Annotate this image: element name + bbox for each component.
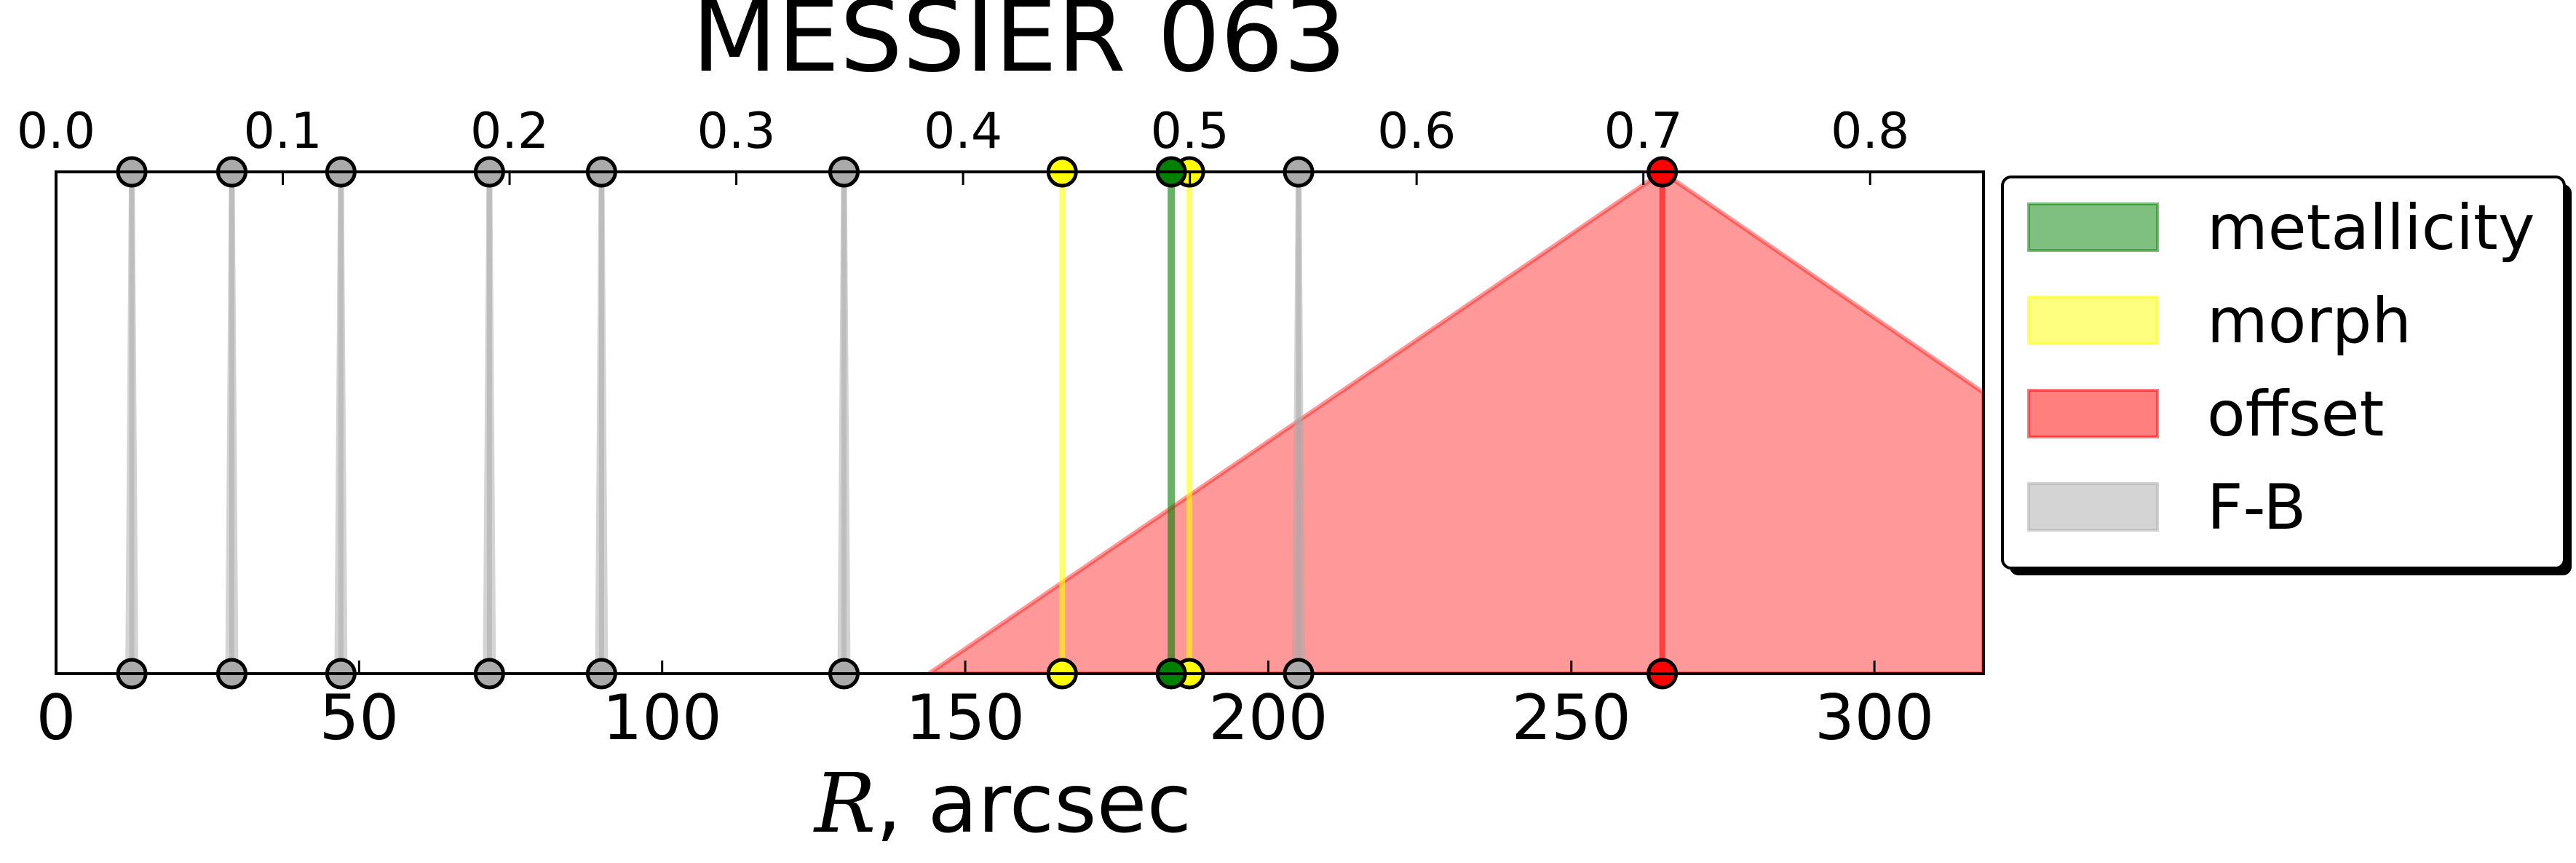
- x-tick-label: 0: [36, 682, 76, 754]
- top-tick-label: 0.5: [1151, 103, 1229, 160]
- x-axis-label-symbol: R: [813, 757, 876, 851]
- legend-label: morph: [2207, 285, 2411, 358]
- offset-band: [924, 172, 1983, 674]
- plot-area: [55, 156, 1985, 690]
- x-axis-label: R, arcsec: [813, 757, 1192, 851]
- x-axis-label-text: , arcsec: [876, 757, 1192, 851]
- x-tick-label: 300: [1815, 682, 1934, 754]
- x-tick-label: 50: [320, 682, 399, 754]
- top-tick-label: 0.4: [924, 103, 1002, 160]
- top-tick-label: 0.1: [243, 103, 322, 160]
- bottom-axis: 0 50 100 150 200 250 300: [36, 661, 1934, 754]
- top-axis: 0.0 0.1 0.2 0.3 0.4 0.5 0.6 0.7 0.8: [17, 103, 1909, 185]
- top-tick-label: 0.6: [1377, 103, 1456, 160]
- x-tick-label: 250: [1512, 682, 1631, 754]
- top-tick-label: 0.8: [1831, 103, 1909, 160]
- x-tick-label: 100: [603, 682, 722, 754]
- legend-swatch: [2027, 296, 2159, 345]
- legend-label: F-B: [2207, 471, 2306, 544]
- plot-frame: [55, 170, 1985, 675]
- legend-swatch: [2027, 389, 2159, 438]
- legend: metallicity morph offset F-B: [2001, 176, 2572, 575]
- legend-label: offset: [2207, 378, 2384, 451]
- chart-title: MESSIER 063: [691, 0, 1346, 95]
- legend-box: [2001, 176, 2566, 570]
- top-tick-label: 0.7: [1604, 103, 1683, 160]
- top-tick-label: 0.0: [17, 103, 95, 160]
- top-tick-label: 0.3: [697, 103, 776, 160]
- top-tick-label: 0.2: [470, 103, 549, 160]
- x-tick-label: 150: [905, 682, 1025, 754]
- x-tick-label: 200: [1208, 682, 1328, 754]
- legend-label: metallicity: [2207, 192, 2535, 264]
- legend-swatch: [2027, 202, 2159, 252]
- legend-swatch: [2027, 482, 2159, 532]
